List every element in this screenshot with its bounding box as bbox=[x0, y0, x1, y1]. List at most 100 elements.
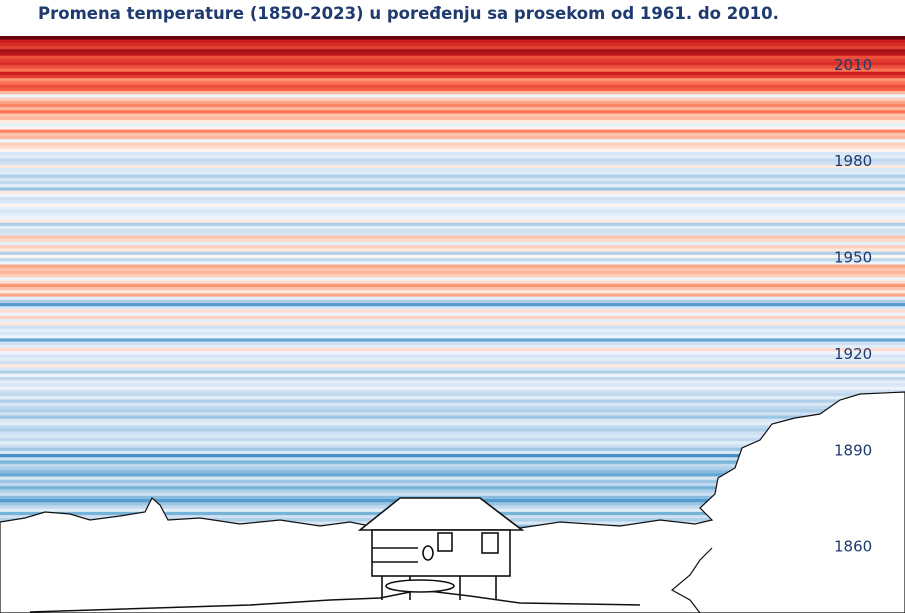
stripe bbox=[0, 456, 905, 461]
stripe bbox=[0, 106, 905, 111]
stripe bbox=[0, 138, 905, 143]
stripe bbox=[0, 354, 905, 358]
stripe bbox=[0, 55, 905, 59]
stripe bbox=[0, 177, 905, 181]
stripe bbox=[0, 212, 905, 217]
stripe bbox=[0, 58, 905, 63]
stripe bbox=[0, 264, 905, 268]
stripe bbox=[0, 460, 905, 464]
stripe bbox=[0, 61, 905, 66]
stripe bbox=[0, 183, 905, 188]
stripe bbox=[0, 196, 905, 201]
stripe bbox=[0, 77, 905, 82]
stripe bbox=[0, 199, 905, 204]
stripe bbox=[0, 36, 905, 40]
stripe bbox=[0, 309, 905, 313]
stripe bbox=[0, 148, 905, 153]
stripe bbox=[0, 299, 905, 304]
stripe bbox=[0, 450, 905, 455]
stripe bbox=[0, 286, 905, 291]
stripe bbox=[0, 469, 905, 474]
stripe bbox=[0, 479, 905, 483]
stripe bbox=[0, 203, 905, 207]
stripe bbox=[0, 119, 905, 124]
stripe bbox=[0, 447, 905, 451]
boat bbox=[385, 579, 455, 593]
stripe bbox=[0, 80, 905, 85]
stripe bbox=[0, 113, 905, 117]
stripe bbox=[0, 366, 905, 371]
stripe bbox=[0, 389, 905, 394]
stripe bbox=[0, 337, 905, 342]
stripe bbox=[0, 386, 905, 390]
stripe bbox=[0, 399, 905, 403]
stripe bbox=[0, 225, 905, 230]
stripe bbox=[0, 125, 905, 130]
stripe bbox=[0, 193, 905, 198]
stripe bbox=[0, 122, 905, 127]
stripe bbox=[0, 418, 905, 422]
stripe bbox=[0, 437, 905, 442]
window bbox=[437, 532, 453, 552]
land bbox=[0, 391, 905, 613]
stripe bbox=[0, 488, 905, 493]
stripe bbox=[0, 167, 905, 172]
stripe bbox=[0, 402, 905, 406]
stripe bbox=[0, 347, 905, 352]
chart-title: Promena temperature (1850-2023) u poređe… bbox=[38, 4, 779, 23]
stripe bbox=[0, 421, 905, 426]
stripe bbox=[0, 257, 905, 262]
stripe bbox=[0, 238, 905, 243]
stripe bbox=[0, 334, 905, 339]
stripe bbox=[0, 235, 905, 239]
stripe bbox=[0, 116, 905, 120]
stripe bbox=[0, 405, 905, 410]
stripe bbox=[0, 273, 905, 278]
stripe bbox=[0, 190, 905, 194]
stripe bbox=[0, 45, 905, 50]
stripe bbox=[0, 357, 905, 361]
y-tick-label: 1890 bbox=[834, 441, 872, 459]
stripe bbox=[0, 74, 905, 79]
stripe bbox=[0, 68, 905, 72]
shore bbox=[29, 589, 641, 613]
stripe bbox=[0, 444, 905, 448]
stripe bbox=[0, 87, 905, 92]
stripe bbox=[0, 376, 905, 381]
stripe bbox=[0, 276, 905, 281]
stripe bbox=[0, 132, 905, 136]
stripe bbox=[0, 350, 905, 355]
stripe bbox=[0, 492, 905, 496]
stripe bbox=[0, 431, 905, 435]
stripe bbox=[0, 186, 905, 191]
stripe bbox=[0, 440, 905, 445]
stripe bbox=[0, 64, 905, 69]
stripe bbox=[0, 206, 905, 210]
stripe bbox=[0, 71, 905, 75]
stripe bbox=[0, 164, 905, 169]
hill bbox=[670, 547, 713, 613]
y-tick-label: 1980 bbox=[834, 152, 872, 170]
stripe bbox=[0, 215, 905, 220]
stripe bbox=[0, 161, 905, 165]
house bbox=[357, 497, 525, 600]
stripe bbox=[0, 341, 905, 345]
stripe bbox=[0, 427, 905, 432]
stripe bbox=[0, 90, 905, 95]
stripe bbox=[0, 251, 905, 255]
stripe bbox=[0, 415, 905, 419]
stripe bbox=[0, 453, 905, 458]
stripe bbox=[0, 84, 905, 88]
y-tick-label: 1950 bbox=[834, 249, 872, 267]
stripe bbox=[0, 305, 905, 310]
stripe bbox=[0, 363, 905, 368]
stripe bbox=[0, 379, 905, 384]
stripe bbox=[0, 466, 905, 471]
stripe bbox=[0, 293, 905, 297]
stripe bbox=[0, 93, 905, 98]
stripe bbox=[0, 100, 905, 104]
stripe bbox=[0, 482, 905, 487]
y-tick-label: 1860 bbox=[834, 538, 872, 556]
stripe bbox=[0, 180, 905, 185]
stripe bbox=[0, 302, 905, 307]
